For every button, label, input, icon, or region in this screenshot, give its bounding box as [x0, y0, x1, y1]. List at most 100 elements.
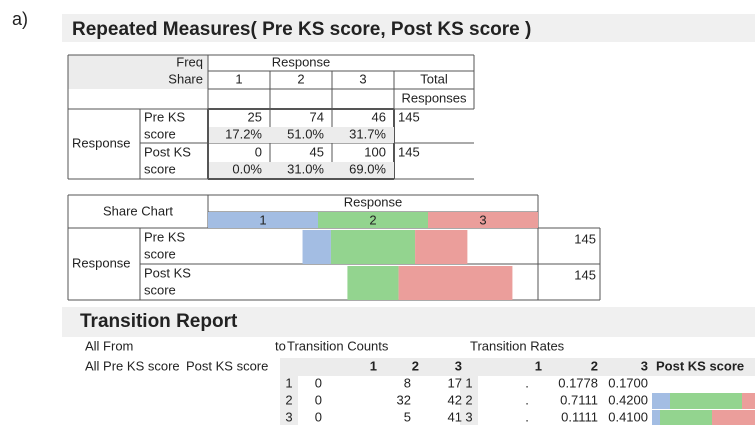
- share-bg: [209, 162, 394, 178]
- row-group: Response: [72, 255, 131, 270]
- title-band: [62, 14, 755, 42]
- rates-title: Transition Rates: [470, 338, 565, 353]
- row-label: score: [144, 161, 176, 176]
- count-cell: 45: [310, 144, 324, 159]
- mini-bar: [712, 410, 755, 425]
- total-header: Total: [420, 71, 448, 86]
- transition-title: Transition Report: [80, 311, 238, 332]
- mini-bar: [742, 393, 755, 409]
- header-bg: [68, 55, 208, 89]
- transition-band: [62, 307, 755, 337]
- count-cell: 0: [315, 392, 322, 407]
- panel-label: a): [12, 9, 28, 29]
- rate-header: 3: [641, 358, 648, 373]
- count-cell: 32: [397, 392, 411, 407]
- count-cell: 41: [448, 409, 462, 424]
- rate-cell: 0.1700: [608, 375, 648, 390]
- transition-header-bg: [280, 358, 755, 376]
- to-name: Post KS score: [186, 358, 268, 373]
- row-label-bg: [280, 376, 298, 425]
- row-label: Post KS: [144, 144, 191, 159]
- rate-cell: .: [525, 392, 529, 407]
- row-label-bg: [460, 376, 478, 425]
- row-label: 2: [465, 392, 472, 407]
- column-header: 2: [369, 212, 376, 227]
- response-header: Response: [344, 194, 403, 209]
- row-label: score: [144, 282, 176, 297]
- rate-cell: .: [525, 409, 529, 424]
- share-bar: [330, 230, 416, 264]
- rate-cell: 0.7111: [560, 392, 598, 407]
- share-bar: [347, 266, 399, 300]
- mini-bar: [660, 410, 712, 425]
- count-cell: 25: [248, 109, 262, 124]
- row-label: 1: [465, 375, 472, 390]
- count-header: 2: [412, 358, 419, 373]
- count-cell: 0: [255, 144, 262, 159]
- total-cell: 145: [574, 267, 596, 282]
- from-label: All From: [85, 338, 133, 353]
- count-header: 1: [370, 358, 377, 373]
- count-cell: 42: [448, 392, 462, 407]
- rate-cell: 0.4200: [608, 392, 648, 407]
- share-cell: 0.0%: [232, 161, 262, 176]
- legend-swatch: [428, 212, 538, 228]
- row-label: score: [144, 126, 176, 141]
- rate-cell: 0.1778: [558, 375, 598, 390]
- column-header: 3: [479, 212, 486, 227]
- legend-swatch: [208, 212, 318, 228]
- chart-header: Post KS score: [656, 358, 744, 373]
- total-cell: 145: [398, 144, 420, 159]
- share-bar: [302, 230, 331, 264]
- share-bar: [415, 230, 468, 264]
- row-label: 3: [465, 409, 472, 424]
- column-header: 1: [259, 212, 266, 227]
- row-label: 3: [285, 409, 292, 424]
- share-bg: [209, 127, 394, 143]
- rate-cell: .: [525, 375, 529, 390]
- share-cell: 31.0%: [287, 161, 324, 176]
- row-group: Response: [72, 135, 131, 150]
- count-cell: 5: [404, 409, 411, 424]
- rate-cell: 0.1111: [561, 409, 598, 424]
- row-label: 1: [285, 375, 292, 390]
- response-header: Response: [272, 54, 331, 69]
- count-cell: 17: [448, 375, 462, 390]
- row-label: Pre KS: [144, 229, 186, 244]
- share-cell: 31.7%: [349, 126, 386, 141]
- share-cell: 69.0%: [349, 161, 386, 176]
- total-cell: 145: [574, 231, 596, 246]
- count-cell: 46: [372, 109, 386, 124]
- column-header: 3: [359, 71, 366, 86]
- count-cell: 74: [310, 109, 324, 124]
- row-label: Post KS: [144, 265, 191, 280]
- row-label: score: [144, 246, 176, 261]
- freq-label: Freq: [176, 54, 203, 69]
- total-cell: 145: [398, 109, 420, 124]
- share-cell: 17.2%: [225, 126, 262, 141]
- count-header: 3: [455, 358, 462, 373]
- rate-header: 2: [591, 358, 598, 373]
- legend-swatch: [318, 212, 428, 228]
- count-cell: 0: [315, 409, 322, 424]
- row-label: 2: [285, 392, 292, 407]
- share-label: Share: [168, 71, 203, 86]
- counts-title: Transition Counts: [287, 338, 389, 353]
- column-header: 1: [235, 71, 242, 86]
- share-chart-title: Share Chart: [103, 203, 173, 218]
- from-name: All Pre KS score: [85, 358, 180, 373]
- share-bar: [398, 266, 513, 300]
- column-header: 2: [297, 71, 304, 86]
- rate-header: 1: [535, 358, 542, 373]
- share-cell: 51.0%: [287, 126, 324, 141]
- mini-bar: [652, 393, 670, 409]
- row-label: Pre KS: [144, 109, 186, 124]
- rate-cell: 0.4100: [608, 409, 648, 424]
- to-label: to: [275, 338, 286, 353]
- report-title: Repeated Measures( Pre KS score, Post KS…: [72, 19, 531, 40]
- count-cell: 8: [404, 375, 411, 390]
- mini-bar: [652, 410, 660, 425]
- count-cell: 0: [315, 375, 322, 390]
- total-header: Responses: [401, 90, 467, 105]
